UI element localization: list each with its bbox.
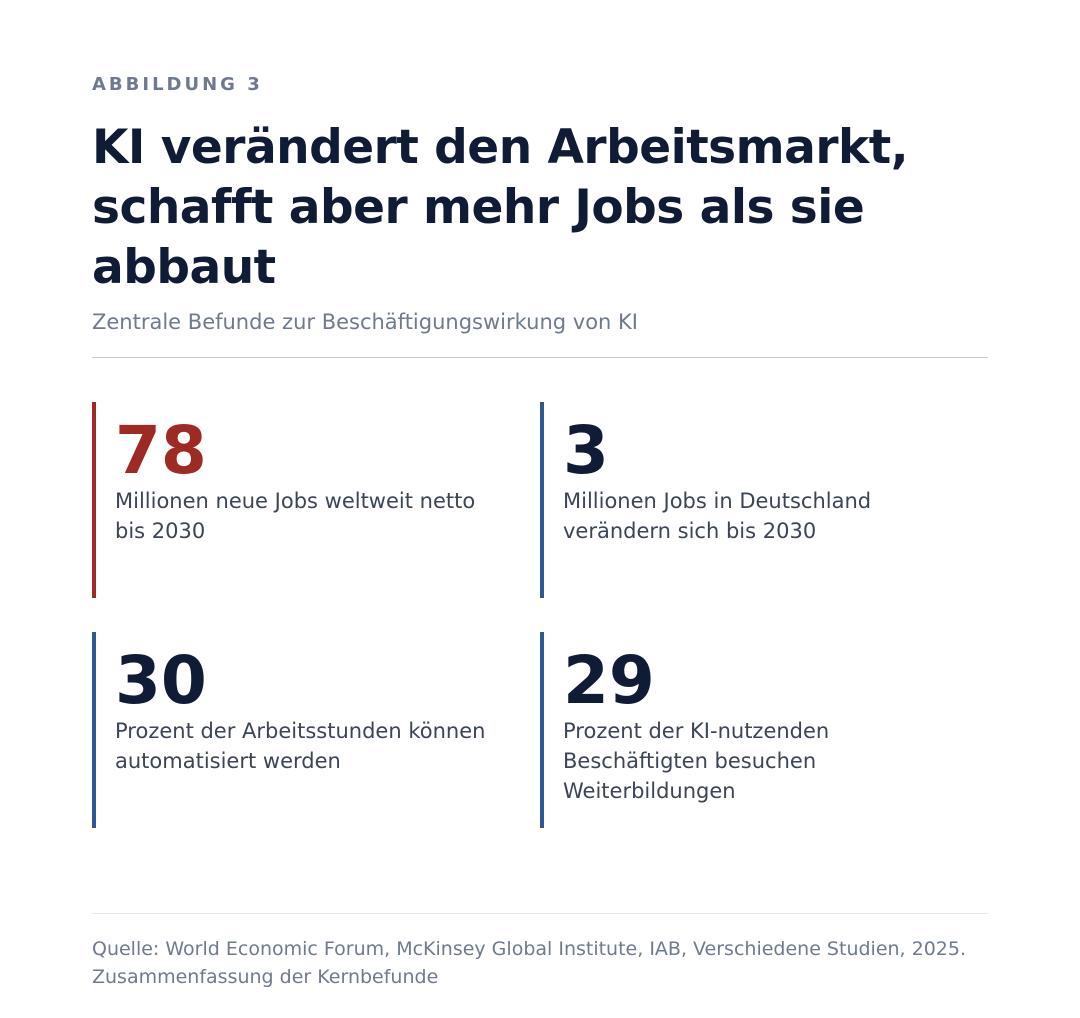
stat-card-automation: 30 Prozent der Arbeitsstunden können aut… [92,632,492,828]
stat-value: 78 [115,412,207,489]
footer-divider [92,913,988,914]
stat-value: 30 [115,642,207,719]
stat-card-training: 29 Prozent der KI-nutzenden Beschäftigte… [540,632,940,828]
figure-subtitle: Zentrale Befunde zur Beschäftigungswirku… [92,310,638,334]
figure-title: KI verändert den Arbeitsmarkt, schafft a… [92,120,909,295]
header-divider [92,357,988,358]
stat-card-new-jobs: 78 Millionen neue Jobs weltweit netto bi… [92,402,492,598]
stat-label: Prozent der KI-nutzenden Beschäftigten b… [563,719,830,803]
stat-label: Prozent der Arbeitsstunden können automa… [115,719,486,773]
stat-card-germany-jobs: 3 Millionen Jobs in Deutschland veränder… [540,402,940,598]
source-note: Quelle: World Economic Forum, McKinsey G… [92,938,967,988]
stat-label: Millionen Jobs in Deutschland verändern … [563,489,872,543]
stat-label: Millionen neue Jobs weltweit netto bis 2… [115,489,476,543]
stat-value: 29 [563,642,655,719]
figure-eyebrow: ABBILDUNG 3 [92,74,263,95]
stat-value: 3 [563,412,609,489]
